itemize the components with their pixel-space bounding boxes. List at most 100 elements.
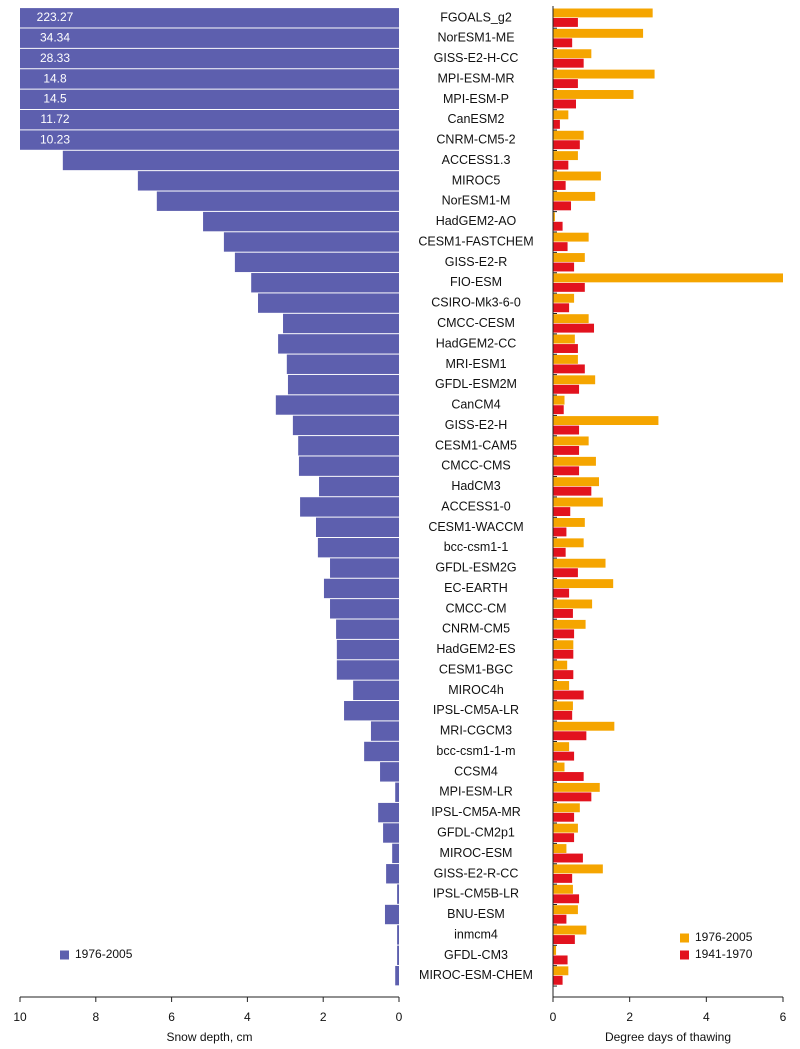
bar (353, 680, 399, 701)
bar (553, 58, 584, 68)
bar (258, 293, 399, 313)
bar (553, 395, 565, 405)
bar (553, 456, 596, 466)
legend-label: 1941-1970 (695, 947, 753, 961)
bar (364, 741, 399, 762)
bar (553, 466, 580, 476)
bar (553, 201, 572, 211)
category-label: GISS-E2-H-CC (434, 51, 519, 65)
category-label: CMCC-CMS (441, 459, 510, 473)
bar (553, 518, 585, 527)
category-label: CESM1-CAM5 (435, 438, 517, 452)
bar (323, 578, 399, 599)
bar (553, 253, 585, 262)
bar (553, 282, 585, 292)
category-label: ACCESS1-0 (441, 499, 511, 513)
legend-swatch (60, 950, 69, 960)
bar (553, 966, 569, 976)
bar (392, 843, 399, 864)
bar (553, 710, 573, 720)
x-axis-label: Degree days of thawing (605, 1030, 731, 1044)
bar (553, 160, 569, 170)
bar (20, 28, 399, 48)
category-label: MIROC-ESM-CHEM (419, 968, 533, 982)
bar (553, 497, 603, 507)
bar (553, 588, 570, 598)
bar (553, 445, 580, 455)
bar (553, 864, 603, 874)
x-tick-label: 6 (780, 1010, 787, 1024)
category-label: FIO-ESM (450, 275, 502, 289)
bar (553, 925, 587, 935)
bar-value-label: 34.34 (40, 31, 70, 45)
bar (553, 579, 614, 589)
bar (553, 18, 578, 27)
bar (553, 873, 573, 883)
x-tick-label: 0 (550, 1010, 557, 1024)
category-label: GISS-E2-R (445, 255, 508, 269)
category-label: MIROC-ESM (440, 846, 513, 860)
bar (553, 181, 566, 190)
bar (553, 894, 580, 904)
bar (553, 293, 575, 303)
bar (553, 955, 568, 965)
category-label: IPSL-CM5B-LR (433, 887, 519, 901)
category-label: CCSM4 (454, 764, 498, 778)
bar (300, 497, 399, 517)
bar (553, 599, 593, 609)
bar (319, 476, 399, 497)
bar (553, 649, 574, 659)
category-label: CanCM4 (451, 398, 500, 412)
bar (378, 802, 399, 823)
bar (553, 527, 567, 537)
bar (397, 945, 399, 965)
category-label: EC-EARTH (444, 581, 508, 595)
category-label: MIROC4h (448, 683, 504, 697)
category-label: BNU-ESM (447, 907, 505, 921)
bar (553, 90, 634, 99)
bar (553, 558, 606, 568)
bar (553, 364, 585, 374)
bar-value-label: 223.27 (37, 10, 74, 24)
bar (553, 119, 560, 129)
bar (336, 639, 399, 660)
bar (553, 823, 578, 833)
bar (553, 538, 584, 548)
bar (553, 110, 569, 120)
bar (553, 8, 653, 18)
bar (397, 925, 399, 945)
bar (553, 49, 592, 59)
category-label: GFDL-CM3 (444, 948, 508, 962)
category-label: bcc-csm1-1-m (436, 744, 515, 758)
bar (137, 171, 399, 191)
bar (553, 833, 575, 843)
bar (317, 537, 399, 558)
bar (553, 323, 595, 333)
bar-value-label: 10.23 (40, 132, 70, 146)
category-label: CanESM2 (448, 112, 505, 126)
bar (553, 375, 596, 385)
bar (336, 660, 399, 680)
bar (383, 823, 399, 843)
bar (315, 517, 399, 537)
bar (330, 599, 399, 619)
bar (553, 436, 589, 446)
bar (292, 415, 399, 436)
bar (553, 629, 575, 639)
category-label: bcc-csm1-1 (444, 540, 509, 554)
category-label: IPSL-CM5A-MR (431, 805, 521, 819)
category-label: HadGEM2-ES (436, 642, 515, 656)
bar (203, 211, 399, 232)
category-label: MRI-ESM1 (445, 357, 506, 371)
x-tick-label: 10 (13, 1010, 27, 1024)
left-plot (20, 8, 399, 986)
bar (251, 273, 399, 293)
category-label: GFDL-ESM2M (435, 377, 517, 391)
x-tick-label: 4 (244, 1010, 251, 1024)
legend-swatch (680, 950, 689, 960)
bar (553, 905, 578, 915)
x-tick-label: 6 (168, 1010, 175, 1024)
category-label: HadCM3 (451, 479, 500, 493)
bar (223, 232, 399, 252)
